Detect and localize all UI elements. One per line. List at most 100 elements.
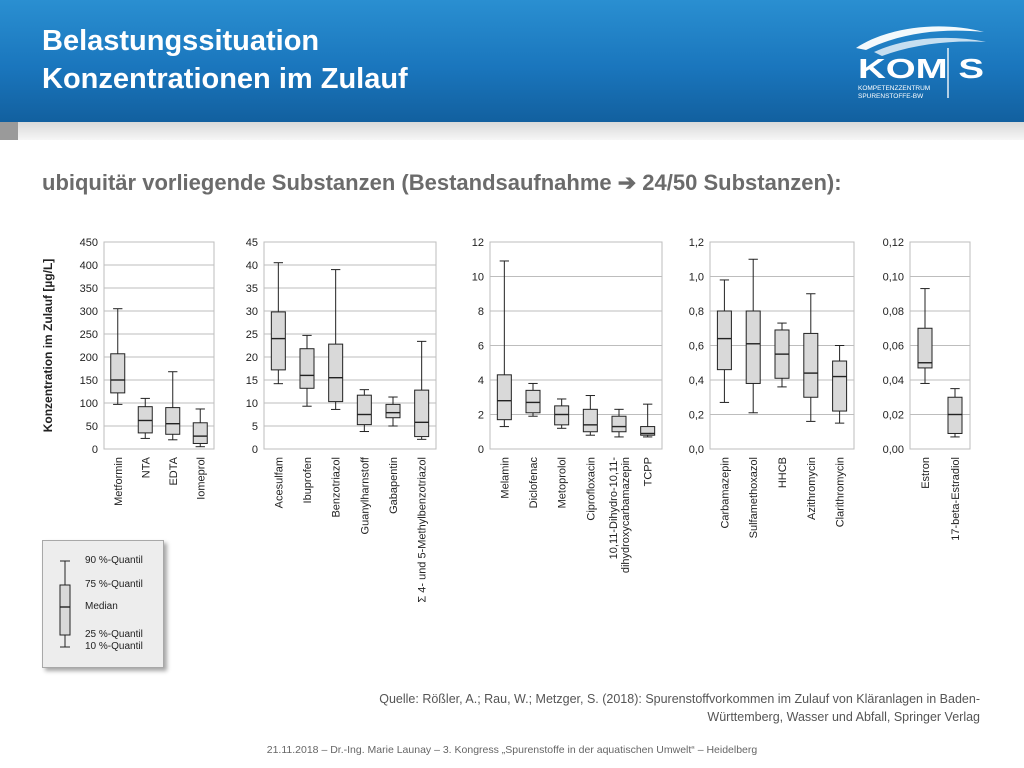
legend-label-p10: 10 %-Quantil <box>85 641 143 652</box>
box-iqr <box>165 407 181 435</box>
y-tick-label: 0,0 <box>689 444 704 456</box>
category-label: Iomeprol <box>195 457 207 500</box>
box-iqr <box>270 311 286 371</box>
category-label: Melamin <box>499 457 511 499</box>
category-label: 17-beta-Estradiol <box>950 457 962 541</box>
legend-label-q3: 75 %-Quantil <box>85 579 143 590</box>
y-tick-label: 200 <box>80 352 98 364</box>
plot-area <box>103 241 215 450</box>
box-iqr <box>582 408 598 433</box>
y-tick-label: 12 <box>472 237 484 249</box>
legend-label-q1: 25 %-Quantil <box>85 629 143 640</box>
box-iqr <box>385 403 401 419</box>
legend-label-p90: 90 %-Quantil <box>85 555 143 566</box>
box-iqr <box>192 422 208 444</box>
y-tick-label: 0,4 <box>689 375 704 387</box>
y-tick-label: 100 <box>80 398 98 410</box>
slide-subtitle: ubiquitär vorliegende Substanzen (Bestan… <box>42 170 842 195</box>
logo-line2: SPURENSTOFFE-BW <box>858 93 924 100</box>
box-iqr <box>496 374 512 421</box>
category-label: Guanylharnstoff <box>359 456 371 534</box>
box-iqr <box>525 389 541 414</box>
category-label: Acesulfam <box>273 457 285 508</box>
y-tick-label: 300 <box>80 306 98 318</box>
category-label: Azithromycin <box>806 457 818 520</box>
box-iqr <box>640 426 656 436</box>
y-tick-label: 35 <box>246 283 258 295</box>
y-tick-label: 50 <box>86 421 98 433</box>
y-tick-label: 0,08 <box>883 306 904 318</box>
y-tick-label: 2 <box>478 410 484 422</box>
y-tick-label: 15 <box>246 375 258 387</box>
y-tick-label: 0 <box>92 444 98 456</box>
y-tick-label: 0,10 <box>883 272 904 284</box>
category-label: Estron <box>920 457 932 489</box>
y-tick-label: 0,8 <box>689 306 704 318</box>
y-tick-label: 0,06 <box>883 341 904 353</box>
box-iqr <box>947 396 963 434</box>
box-iqr <box>299 348 315 389</box>
legend-label-median: Median <box>85 601 118 612</box>
y-tick-label: 0,00 <box>883 444 904 456</box>
box-iqr <box>716 310 732 371</box>
plot-area <box>263 241 437 450</box>
y-tick-label: 25 <box>246 329 258 341</box>
category-label: Sulfamethoxazol <box>748 457 760 538</box>
box-iqr <box>414 389 430 438</box>
y-tick-label: 20 <box>246 352 258 364</box>
y-tick-label: 400 <box>80 260 98 272</box>
y-tick-label: 6 <box>478 341 484 353</box>
category-label: EDTA <box>168 456 180 485</box>
slide-title: Belastungssituation Konzentrationen im Z… <box>42 25 408 95</box>
komsbw-logo: KOM S KOMPETENZZENTRUM SPURENSTOFFE-BW <box>856 26 986 100</box>
category-label: Carbamazepin <box>719 457 731 529</box>
box-iqr <box>803 332 819 398</box>
y-tick-label: 0 <box>252 444 258 456</box>
y-tick-label: 4 <box>478 375 484 387</box>
y-tick-label: 1,0 <box>689 272 704 284</box>
y-tick-label: 5 <box>252 421 258 433</box>
logo-line1: KOMPETENZZENTRUM <box>858 85 930 92</box>
box-iqr <box>110 353 126 394</box>
footer-text: 21.11.2018 – Dr.-Ing. Marie Launay – 3. … <box>266 744 758 756</box>
y-tick-label: 0 <box>478 444 484 456</box>
box-iqr <box>328 343 344 403</box>
y-tick-label: 45 <box>246 237 258 249</box>
header-shadow <box>0 122 1024 140</box>
logo-wordmark: KOM S <box>858 53 984 84</box>
category-label: Metoprolol <box>557 457 569 508</box>
y-tick-label: 150 <box>80 375 98 387</box>
y-axis-title: Konzentration im Zulauf [µg/L] <box>41 259 55 433</box>
category-label: dihydroxycarbamazepin <box>620 457 632 573</box>
category-label: 10,11-Dihydro-10,11- <box>608 457 620 560</box>
y-tick-label: 0,2 <box>689 410 704 422</box>
y-tick-label: 250 <box>80 329 98 341</box>
category-label: TCPP <box>643 457 655 486</box>
y-tick-label: 40 <box>246 260 258 272</box>
y-tick-label: 0,04 <box>883 375 904 387</box>
category-label: Benzotriazol <box>331 457 343 518</box>
y-tick-label: 1,2 <box>689 237 704 249</box>
category-label: Ibuprofen <box>302 457 314 503</box>
y-tick-label: 0,02 <box>883 410 904 422</box>
y-tick-label: 8 <box>478 306 484 318</box>
y-tick-label: 10 <box>472 272 484 284</box>
header-corner-tab <box>0 122 18 140</box>
y-tick-label: 10 <box>246 398 258 410</box>
legend-box: 90 %-Quantil 75 %-Quantil Median 25 %-Qu… <box>42 540 164 668</box>
y-tick-label: 30 <box>246 306 258 318</box>
category-label: Clarithromycin <box>835 457 847 527</box>
category-label: HHCB <box>777 457 789 488</box>
category-label: NTA <box>140 456 152 478</box>
box-iqr <box>917 327 933 369</box>
y-tick-label: 450 <box>80 237 98 249</box>
box-iqr <box>832 360 848 412</box>
box-iqr <box>356 394 372 426</box>
y-tick-label: 350 <box>80 283 98 295</box>
box-iqr <box>745 310 761 384</box>
y-tick-label: 0,6 <box>689 341 704 353</box>
box-iqr <box>611 415 627 433</box>
category-label: Gabapentin <box>388 457 400 514</box>
category-label: Ciprofloxacin <box>585 457 597 521</box>
